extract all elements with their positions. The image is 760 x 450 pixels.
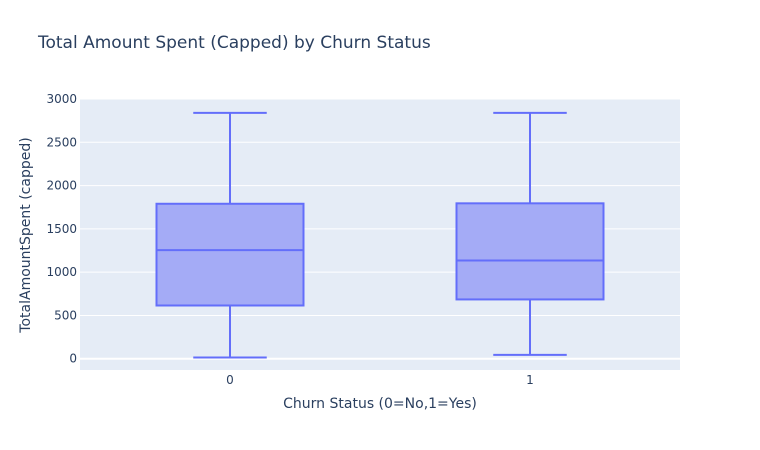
y-tick-label: 0 (69, 352, 77, 366)
iqr-box (155, 202, 305, 307)
chart-title: Total Amount Spent (Capped) by Churn Sta… (38, 33, 431, 53)
y-tick-label: 1500 (46, 222, 77, 236)
x-axis-label: Churn Status (0=No,1=Yes) (283, 396, 477, 412)
y-tick-label: 1000 (46, 265, 77, 279)
boxes (155, 111, 605, 359)
y-tick-label: 2500 (46, 135, 77, 149)
x-tick-label: 0 (226, 373, 234, 387)
iqr-box (455, 202, 605, 301)
y-tick-label: 2000 (46, 179, 77, 193)
box-0 (155, 111, 305, 359)
y-axis-label: TotalAmountSpent (capped) (18, 137, 34, 333)
box-1 (455, 111, 605, 356)
y-axis-ticks: 0 500 1000 1500 2000 2500 3000 (46, 92, 77, 366)
x-tick-label: 1 (526, 373, 534, 387)
y-tick-label: 500 (54, 308, 77, 322)
y-tick-label: 3000 (46, 92, 77, 106)
